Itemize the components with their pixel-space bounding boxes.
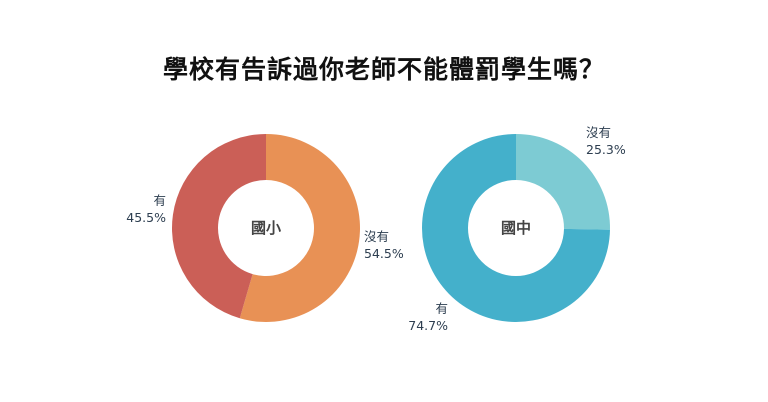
chart-title: 學校有告訴過你老師不能體罰學生嗎？	[162, 55, 605, 84]
slice-elementary-no	[239, 134, 361, 322]
center-label-junior-high: 國中	[501, 219, 531, 237]
donut-chart-junior-high: 國中	[422, 134, 610, 322]
label-junior-no-percent: 25.3%	[586, 142, 626, 157]
label-elementary-yes-percent: 45.5%	[126, 210, 166, 225]
label-elementary-no-text: 沒有	[364, 229, 390, 244]
label-junior-no: 沒有 25.3%	[586, 124, 626, 158]
label-elementary-yes-text: 有	[153, 193, 166, 208]
label-elementary-no: 沒有 54.5%	[364, 228, 404, 262]
label-junior-yes-text: 有	[435, 301, 448, 316]
center-label-elementary: 國小	[251, 219, 281, 237]
slice-elementary-yes	[172, 134, 266, 319]
slice-junior-no	[516, 134, 610, 230]
label-junior-yes-percent: 74.7%	[408, 318, 448, 333]
slice-junior-yes	[422, 134, 610, 322]
label-elementary-no-percent: 54.5%	[364, 246, 404, 261]
label-junior-no-text: 沒有	[586, 125, 612, 140]
label-elementary-yes: 有 45.5%	[100, 192, 166, 226]
label-junior-yes: 有 74.7%	[380, 300, 448, 334]
donut-chart-elementary: 國小	[172, 134, 361, 322]
